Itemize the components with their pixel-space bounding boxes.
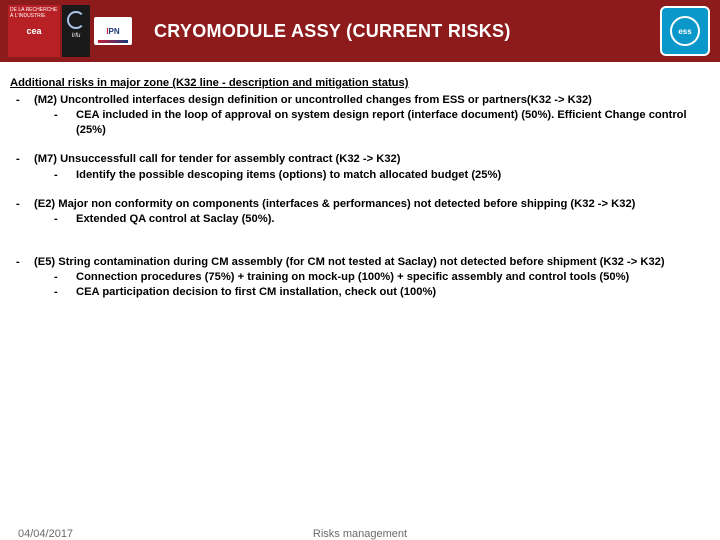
risk-main-text: (M7) Unsuccessfull call for tender for a… [34, 152, 710, 167]
risk-sub-item: - CEA participation decision to first CM… [10, 285, 710, 300]
cea-logo: DE LA RECHERCHE À L'INDUSTRIE cea [8, 5, 60, 57]
bullet-dash: - [10, 197, 34, 212]
risk-sub-item: - Connection procedures (75%) + training… [10, 270, 710, 285]
risk-sub-text: CEA included in the loop of approval on … [76, 108, 710, 138]
bullet-dash: - [10, 93, 34, 108]
irfu-logo: Irfu [62, 5, 90, 57]
risk-item: - (M7) Unsuccessfull call for tender for… [10, 152, 710, 167]
risk-sub-text: Connection procedures (75%) + training o… [76, 270, 629, 285]
sub-bullet-dash: - [54, 108, 76, 138]
footer-title: Risks management [313, 528, 407, 540]
sub-bullet-dash: - [54, 270, 76, 285]
risk-item: - (M2) Uncontrolled interfaces design de… [10, 93, 710, 108]
header-bar: DE LA RECHERCHE À L'INDUSTRIE cea Irfu I… [0, 0, 720, 62]
content-area: Additional risks in major zone (K32 line… [0, 62, 720, 300]
irfu-logo-text: Irfu [72, 33, 81, 39]
irfu-swirl-icon [67, 11, 85, 29]
footer-date: 04/04/2017 [18, 528, 73, 540]
ess-logo: ess [660, 6, 710, 56]
cea-logo-tagline: DE LA RECHERCHE À L'INDUSTRIE [10, 7, 60, 19]
sub-bullet-dash: - [54, 285, 76, 300]
risk-main-text: (M2) Uncontrolled interfaces design defi… [34, 93, 710, 108]
risk-main-text: (E5) String contamination during CM asse… [34, 255, 710, 270]
risk-sub-item: - CEA included in the loop of approval o… [10, 108, 710, 138]
risk-sub-text: CEA participation decision to first CM i… [76, 285, 436, 300]
bullet-dash: - [10, 152, 34, 167]
risk-main-text: (E2) Major non conformity on components … [34, 197, 710, 212]
bullet-dash: - [10, 255, 34, 270]
risk-item: - (E2) Major non conformity on component… [10, 197, 710, 212]
risk-sub-text: Identify the possible descoping items (o… [76, 168, 501, 183]
risk-item: - (E5) String contamination during CM as… [10, 255, 710, 270]
slide-title: CRYOMODULE ASSY (CURRENT RISKS) [154, 21, 511, 42]
risk-sub-item: - Extended QA control at Saclay (50%). [10, 212, 710, 227]
ess-logo-text: ess [670, 16, 700, 46]
ipn-pn: PN [109, 27, 120, 36]
section-title: Additional risks in major zone (K32 line… [10, 76, 710, 91]
risk-sub-text: Extended QA control at Saclay (50%). [76, 212, 275, 227]
cea-logo-text: cea [26, 26, 41, 36]
sub-bullet-dash: - [54, 168, 76, 183]
ipn-bar-icon [98, 40, 128, 43]
sub-bullet-dash: - [54, 212, 76, 227]
ipn-logo: IPN [94, 17, 132, 45]
risk-sub-item: - Identify the possible descoping items … [10, 168, 710, 183]
